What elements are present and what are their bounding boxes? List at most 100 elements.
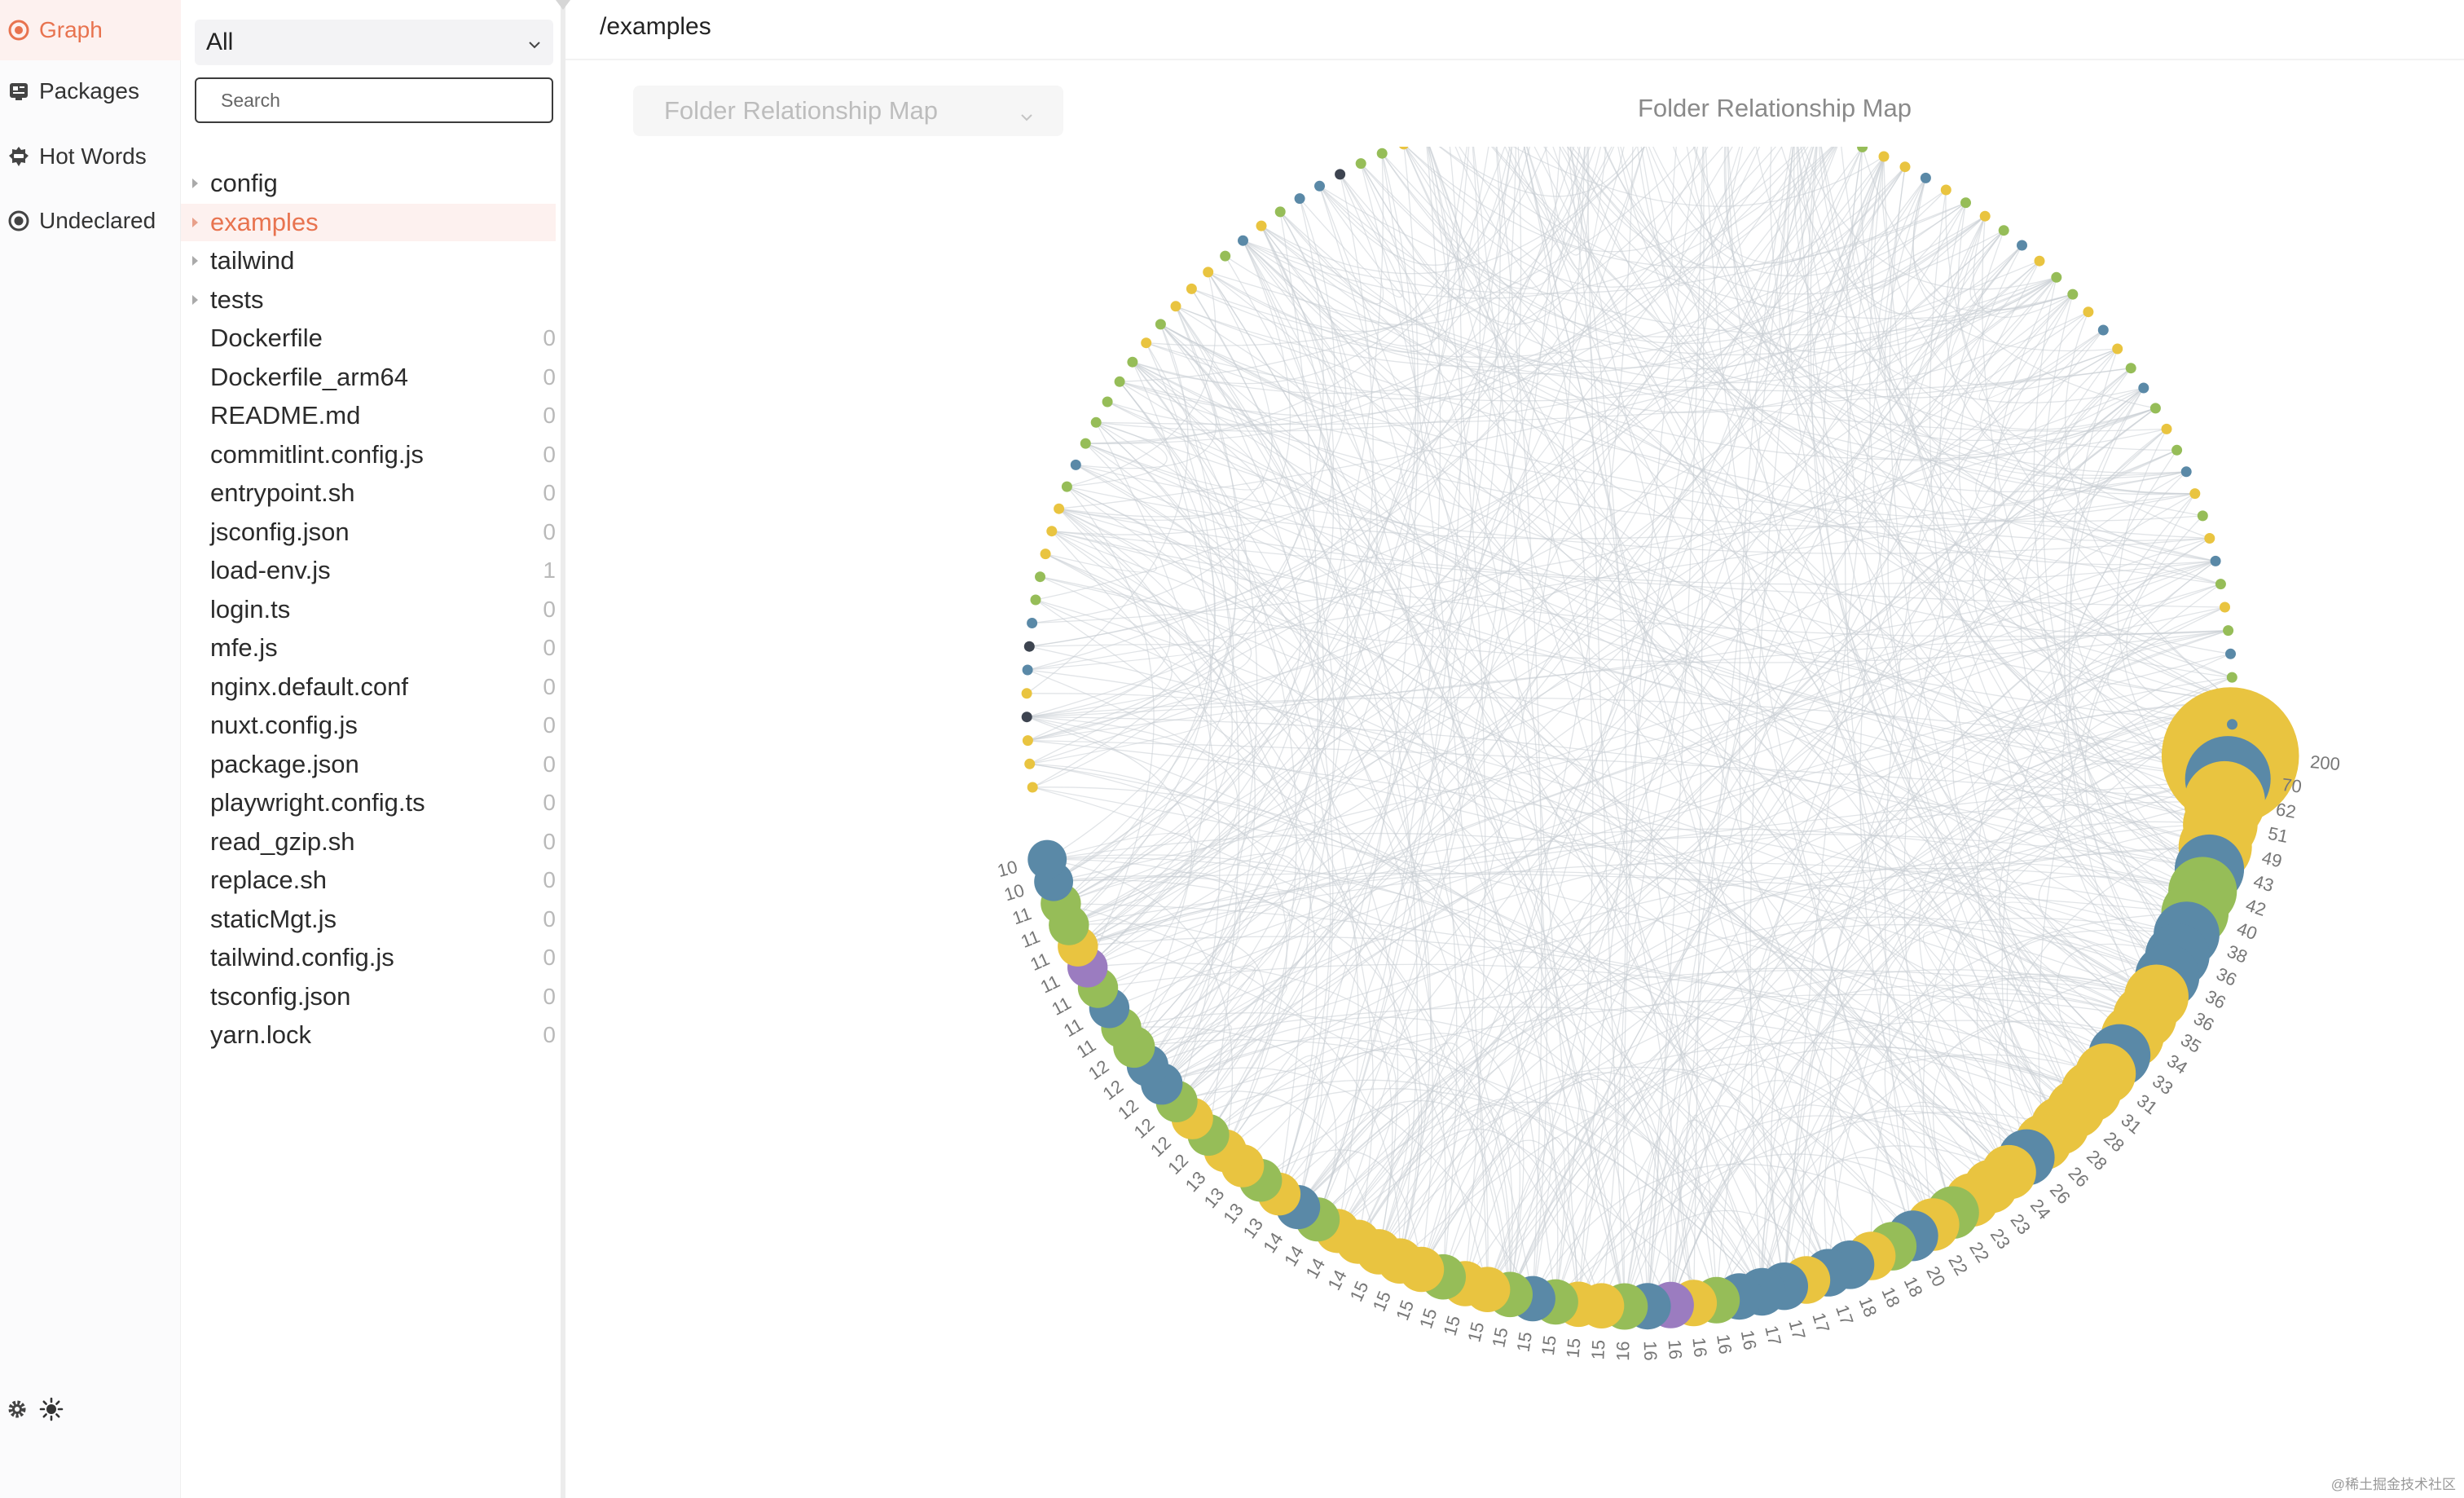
graph-node[interactable] (1398, 147, 1409, 150)
graph-node[interactable] (1920, 172, 1931, 183)
graph-node[interactable] (1355, 158, 1366, 170)
graph-node[interactable] (2051, 271, 2062, 283)
graph-node[interactable] (1054, 503, 1065, 514)
nav-item-packages[interactable]: Packages (0, 61, 181, 121)
graph-node[interactable] (2149, 403, 2161, 414)
caret-right-icon[interactable] (192, 178, 198, 188)
tree-folder[interactable]: config (181, 165, 556, 202)
sun-icon[interactable] (39, 1397, 64, 1425)
tree-file[interactable]: mfe.js 0 (181, 629, 556, 667)
graph-node[interactable] (2226, 672, 2237, 683)
caret-right-icon[interactable] (192, 217, 198, 227)
tree-file[interactable]: package.json 0 (181, 746, 556, 783)
tree-file[interactable]: README.md 0 (181, 397, 556, 434)
graph-node[interactable] (1857, 147, 1868, 152)
graph-node[interactable] (2227, 719, 2237, 730)
graph-node[interactable] (1022, 735, 1033, 747)
graph-node[interactable] (1114, 376, 1125, 387)
graph-node[interactable] (2125, 363, 2136, 374)
graph-node[interactable] (1335, 169, 1346, 180)
caret-right-icon[interactable] (192, 256, 198, 266)
graph-node[interactable] (2197, 510, 2208, 522)
graph-node[interactable] (2210, 555, 2221, 566)
graph-node[interactable] (1090, 416, 1102, 428)
tree-file[interactable]: replace.sh 0 (181, 861, 556, 899)
graph-node[interactable] (2161, 423, 2172, 434)
graph-node[interactable] (1070, 459, 1081, 470)
graph-node[interactable] (1027, 839, 1067, 879)
graph-node[interactable] (1023, 641, 1035, 652)
graph-node[interactable] (1960, 197, 1971, 209)
panel-resize-handle[interactable] (556, 0, 570, 1498)
tree-file[interactable]: entrypoint.sh 0 (181, 474, 556, 512)
graph-node[interactable] (1940, 184, 1951, 196)
graph-node[interactable] (1203, 267, 1214, 278)
caret-right-icon[interactable] (192, 294, 198, 305)
graph-node[interactable] (1878, 151, 1890, 162)
graph-node[interactable] (1021, 688, 1032, 699)
tree-folder[interactable]: examples (181, 203, 556, 241)
folder-relationship-graph[interactable]: 2007062514943424038363636353433313128282… (904, 147, 2436, 1498)
graph-node[interactable] (1998, 225, 2009, 236)
tree-file[interactable]: read_gzip.sh 0 (181, 823, 556, 861)
graph-node[interactable] (2034, 255, 2045, 267)
graph-node[interactable] (2215, 579, 2226, 590)
graph-node[interactable] (1979, 210, 1991, 222)
graph-node[interactable] (2180, 466, 2192, 478)
graph-node[interactable] (1314, 180, 1325, 192)
graph-node[interactable] (1021, 712, 1032, 723)
graph-node[interactable] (1170, 301, 1181, 312)
tree-file[interactable]: staticMgt.js 0 (181, 901, 556, 938)
graph-node[interactable] (2204, 533, 2215, 544)
graph-node[interactable] (2227, 695, 2238, 707)
graph-node[interactable] (1102, 396, 1113, 408)
tree-file[interactable]: playwright.config.ts 0 (181, 784, 556, 822)
graph-node[interactable] (1186, 283, 1197, 294)
graph-node[interactable] (1256, 220, 1267, 231)
graph-node[interactable] (1040, 549, 1051, 560)
graph-node[interactable] (1035, 571, 1045, 583)
tree-file[interactable]: login.ts 0 (181, 591, 556, 628)
graph-node[interactable] (1899, 161, 1911, 173)
tree-file[interactable]: tsconfig.json 0 (181, 978, 556, 1016)
tree-file[interactable]: jsconfig.json 0 (181, 513, 556, 551)
graph-node[interactable] (2112, 343, 2123, 355)
nav-item-graph[interactable]: Graph (0, 0, 181, 60)
tree-file[interactable]: nginx.default.conf 0 (181, 668, 556, 706)
graph-node[interactable] (2067, 289, 2079, 300)
tree-file[interactable]: Dockerfile_arm64 0 (181, 359, 556, 396)
graph-node[interactable] (2097, 324, 2109, 336)
graph-node[interactable] (2083, 306, 2094, 318)
tree-file[interactable]: load-env.js 1 (181, 552, 556, 589)
graph-node[interactable] (1027, 618, 1038, 628)
tree-file[interactable]: commitlint.config.js 0 (181, 436, 556, 474)
chart-type-dropdown[interactable]: Folder Relationship Map (633, 86, 1063, 136)
graph-node[interactable] (2017, 240, 2027, 251)
graph-node[interactable] (1155, 319, 1166, 330)
graph-node[interactable] (1061, 481, 1072, 492)
graph-node[interactable] (1030, 594, 1041, 606)
graph-node[interactable] (2189, 488, 2201, 500)
graph-node[interactable] (2138, 382, 2149, 394)
tree-file[interactable]: tailwind.config.js 0 (181, 939, 556, 976)
tree-file[interactable]: nuxt.config.js 0 (181, 707, 556, 744)
graph-node[interactable] (1220, 250, 1231, 262)
tree-folder[interactable]: tailwind (181, 242, 556, 280)
graph-node[interactable] (2223, 625, 2234, 637)
tree-file[interactable]: Dockerfile 0 (181, 319, 556, 357)
graph-node[interactable] (1141, 337, 1152, 349)
gear-icon[interactable] (7, 1399, 28, 1424)
graph-node[interactable] (1027, 782, 1038, 793)
graph-node[interactable] (1024, 758, 1036, 769)
tree-folder[interactable]: tests (181, 281, 556, 319)
graph-node[interactable] (1022, 664, 1033, 676)
search-input[interactable] (195, 77, 553, 123)
graph-node[interactable] (1376, 148, 1388, 159)
graph-node[interactable] (1080, 438, 1091, 449)
graph-node[interactable] (2220, 601, 2230, 613)
graph-node[interactable] (1127, 356, 1138, 368)
tree-file[interactable]: yarn.lock 0 (181, 1016, 556, 1054)
nav-item-hot-words[interactable]: Hot Words (0, 126, 181, 187)
graph-node[interactable] (2171, 444, 2183, 456)
graph-node[interactable] (1046, 526, 1058, 537)
